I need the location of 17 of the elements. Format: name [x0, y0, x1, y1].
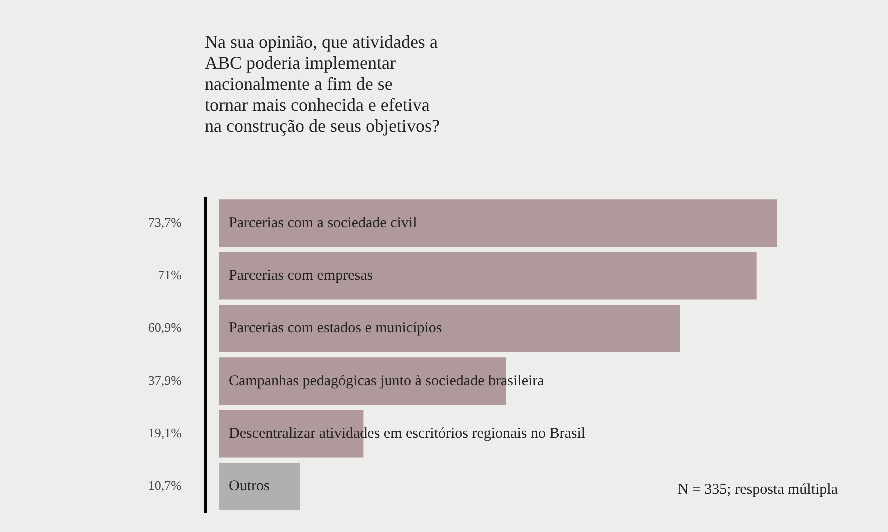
data-label: 73,7%: [148, 214, 182, 230]
bar: [219, 252, 757, 300]
data-label: 19,1%: [148, 425, 182, 440]
bar: [219, 200, 778, 248]
data-label: 60,9%: [148, 320, 182, 336]
y-tick-label: Parcerias com empresas: [229, 268, 374, 284]
y-tick-label: Outros: [229, 478, 270, 495]
chart-title: Na sua opinião, que atividades a ABC poderia implementar nacionalmente a fim de se tornar mais conhecida e efetiva na construção de seus objetivos?: [205, 32, 440, 137]
data-label: 10,7%: [148, 478, 182, 494]
data-label: 37,9%: [148, 372, 182, 388]
y-tick-label: Parcerias com estados e municípios: [229, 320, 442, 337]
y-tick-label: Parcerias com a sociedade civil: [229, 215, 418, 232]
bar: [219, 462, 300, 510]
bar: [219, 304, 680, 352]
annotation: N = 335; resposta múltipla: [678, 482, 838, 499]
y-tick-label: Campanhas pedagógicas junto à sociedade brasileira: [229, 373, 545, 390]
data-label: 71%: [158, 267, 182, 282]
